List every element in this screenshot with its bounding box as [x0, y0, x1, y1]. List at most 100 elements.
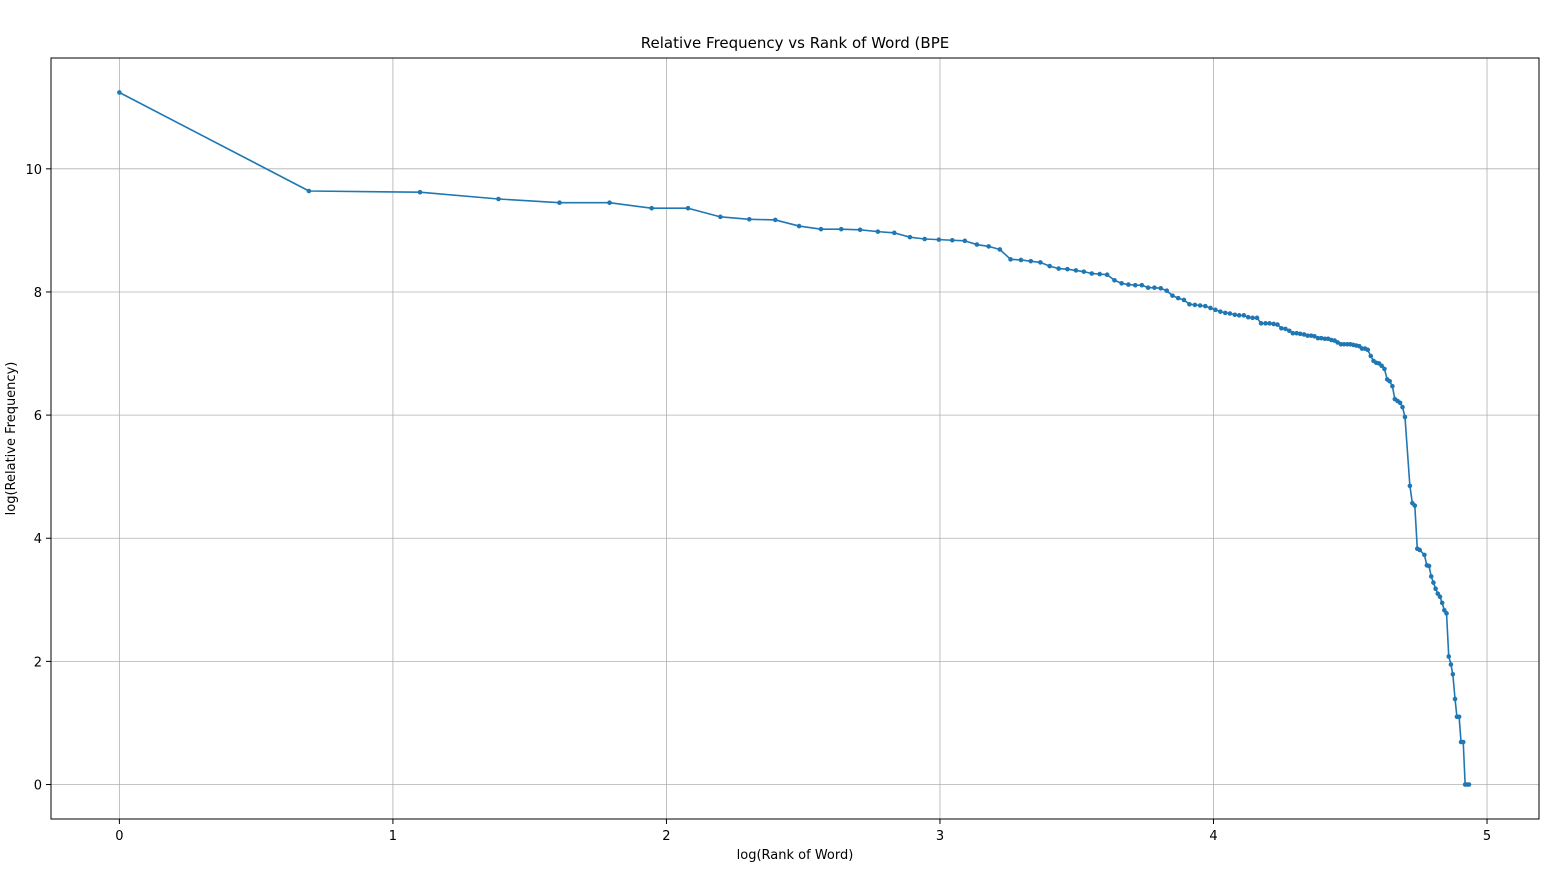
data-point [1402, 414, 1408, 420]
data-point [1152, 285, 1157, 290]
data-point [857, 227, 863, 233]
data-point [1222, 310, 1228, 316]
data-point [1267, 321, 1272, 326]
data-point [1387, 378, 1392, 384]
data-point [1446, 654, 1452, 659]
data-point [773, 217, 778, 223]
data-point [1145, 285, 1151, 290]
data-point [962, 238, 968, 244]
y-tick-label: 8 [34, 286, 42, 301]
data-point [1397, 400, 1403, 406]
data-point [1305, 333, 1310, 338]
data-point [936, 237, 942, 242]
data-point [1290, 330, 1296, 336]
y-axis-ticks: 0 2 4 6 8 10 [25, 163, 51, 794]
data-point [1038, 260, 1043, 265]
data-point [1422, 552, 1427, 558]
data-point [997, 247, 1003, 252]
x-axis-label: log(Rank of Word) [737, 848, 854, 863]
data-point [1450, 672, 1456, 677]
plot-frame [50, 57, 1540, 820]
data-point [718, 214, 723, 220]
data-point [1382, 366, 1387, 372]
x-tick-label: 4 [1209, 829, 1217, 844]
data-point [1181, 297, 1187, 303]
data-point [1254, 315, 1260, 321]
data-point [891, 230, 897, 236]
data-point [1448, 662, 1454, 667]
data-point [1279, 325, 1284, 331]
y-tick-label: 0 [34, 779, 42, 794]
data-point [685, 205, 691, 211]
data-point [1164, 288, 1170, 294]
y-tick-label: 4 [34, 532, 42, 547]
data-point [1318, 335, 1324, 341]
data-point [1119, 281, 1124, 286]
data-point [1456, 714, 1462, 720]
data-point [1073, 268, 1079, 273]
data-point [1028, 258, 1034, 264]
data-point [1089, 271, 1095, 276]
x-tick-label: 5 [1483, 829, 1491, 844]
data-point [1341, 342, 1347, 347]
data-point [1365, 347, 1371, 353]
data-point [986, 244, 991, 249]
data-point [1208, 305, 1213, 311]
grid [51, 58, 1539, 819]
data-point [1437, 594, 1443, 600]
data-point [496, 196, 501, 202]
data-point [1241, 313, 1247, 318]
data-point [1126, 282, 1131, 287]
data-point [1412, 503, 1418, 508]
data-point [1047, 263, 1052, 269]
data-point [1139, 282, 1145, 288]
data-point [1018, 257, 1024, 263]
x-tick-label: 0 [115, 829, 123, 844]
y-tick-label: 10 [25, 163, 42, 178]
data-point [649, 205, 654, 211]
data-point [1250, 315, 1255, 321]
data-point [1452, 696, 1458, 702]
data-point [1175, 295, 1181, 301]
data-point [1081, 269, 1087, 274]
data-point [1097, 271, 1103, 277]
data-point [1428, 574, 1434, 579]
data-point [1132, 282, 1138, 288]
data-point [796, 223, 802, 229]
data-point [838, 226, 844, 232]
data-point [949, 237, 955, 243]
data-point [1368, 353, 1374, 359]
data-point [117, 90, 122, 95]
data-point [974, 242, 980, 247]
data-point [1218, 309, 1223, 314]
x-tick-label: 1 [389, 829, 397, 844]
data-point [1065, 266, 1070, 272]
data-point [1312, 333, 1317, 339]
data-point [1444, 611, 1449, 616]
x-tick-label: 3 [936, 829, 944, 844]
data-point [1258, 321, 1264, 326]
data-point [1170, 293, 1175, 298]
data-point [1202, 303, 1208, 309]
y-axis-label: log(Relative Frequency) [4, 362, 19, 516]
data-point [1400, 404, 1405, 410]
data-point [1227, 311, 1233, 316]
y-tick-label: 2 [34, 655, 42, 670]
data-point [1271, 321, 1276, 327]
data-point [1322, 336, 1328, 342]
data-point [1236, 313, 1242, 318]
data-point [875, 229, 881, 234]
data-point [1104, 272, 1110, 278]
chart-title: Relative Frequency vs Rank of Word (BPE [641, 34, 949, 52]
data-point [1158, 285, 1164, 291]
data-point [907, 234, 913, 240]
data-point [1187, 301, 1192, 307]
data-point [1460, 739, 1466, 745]
data-point [306, 188, 312, 194]
data-point [607, 200, 612, 205]
data-point [1263, 321, 1268, 326]
data-point [1192, 302, 1198, 308]
data-point [1390, 383, 1395, 389]
